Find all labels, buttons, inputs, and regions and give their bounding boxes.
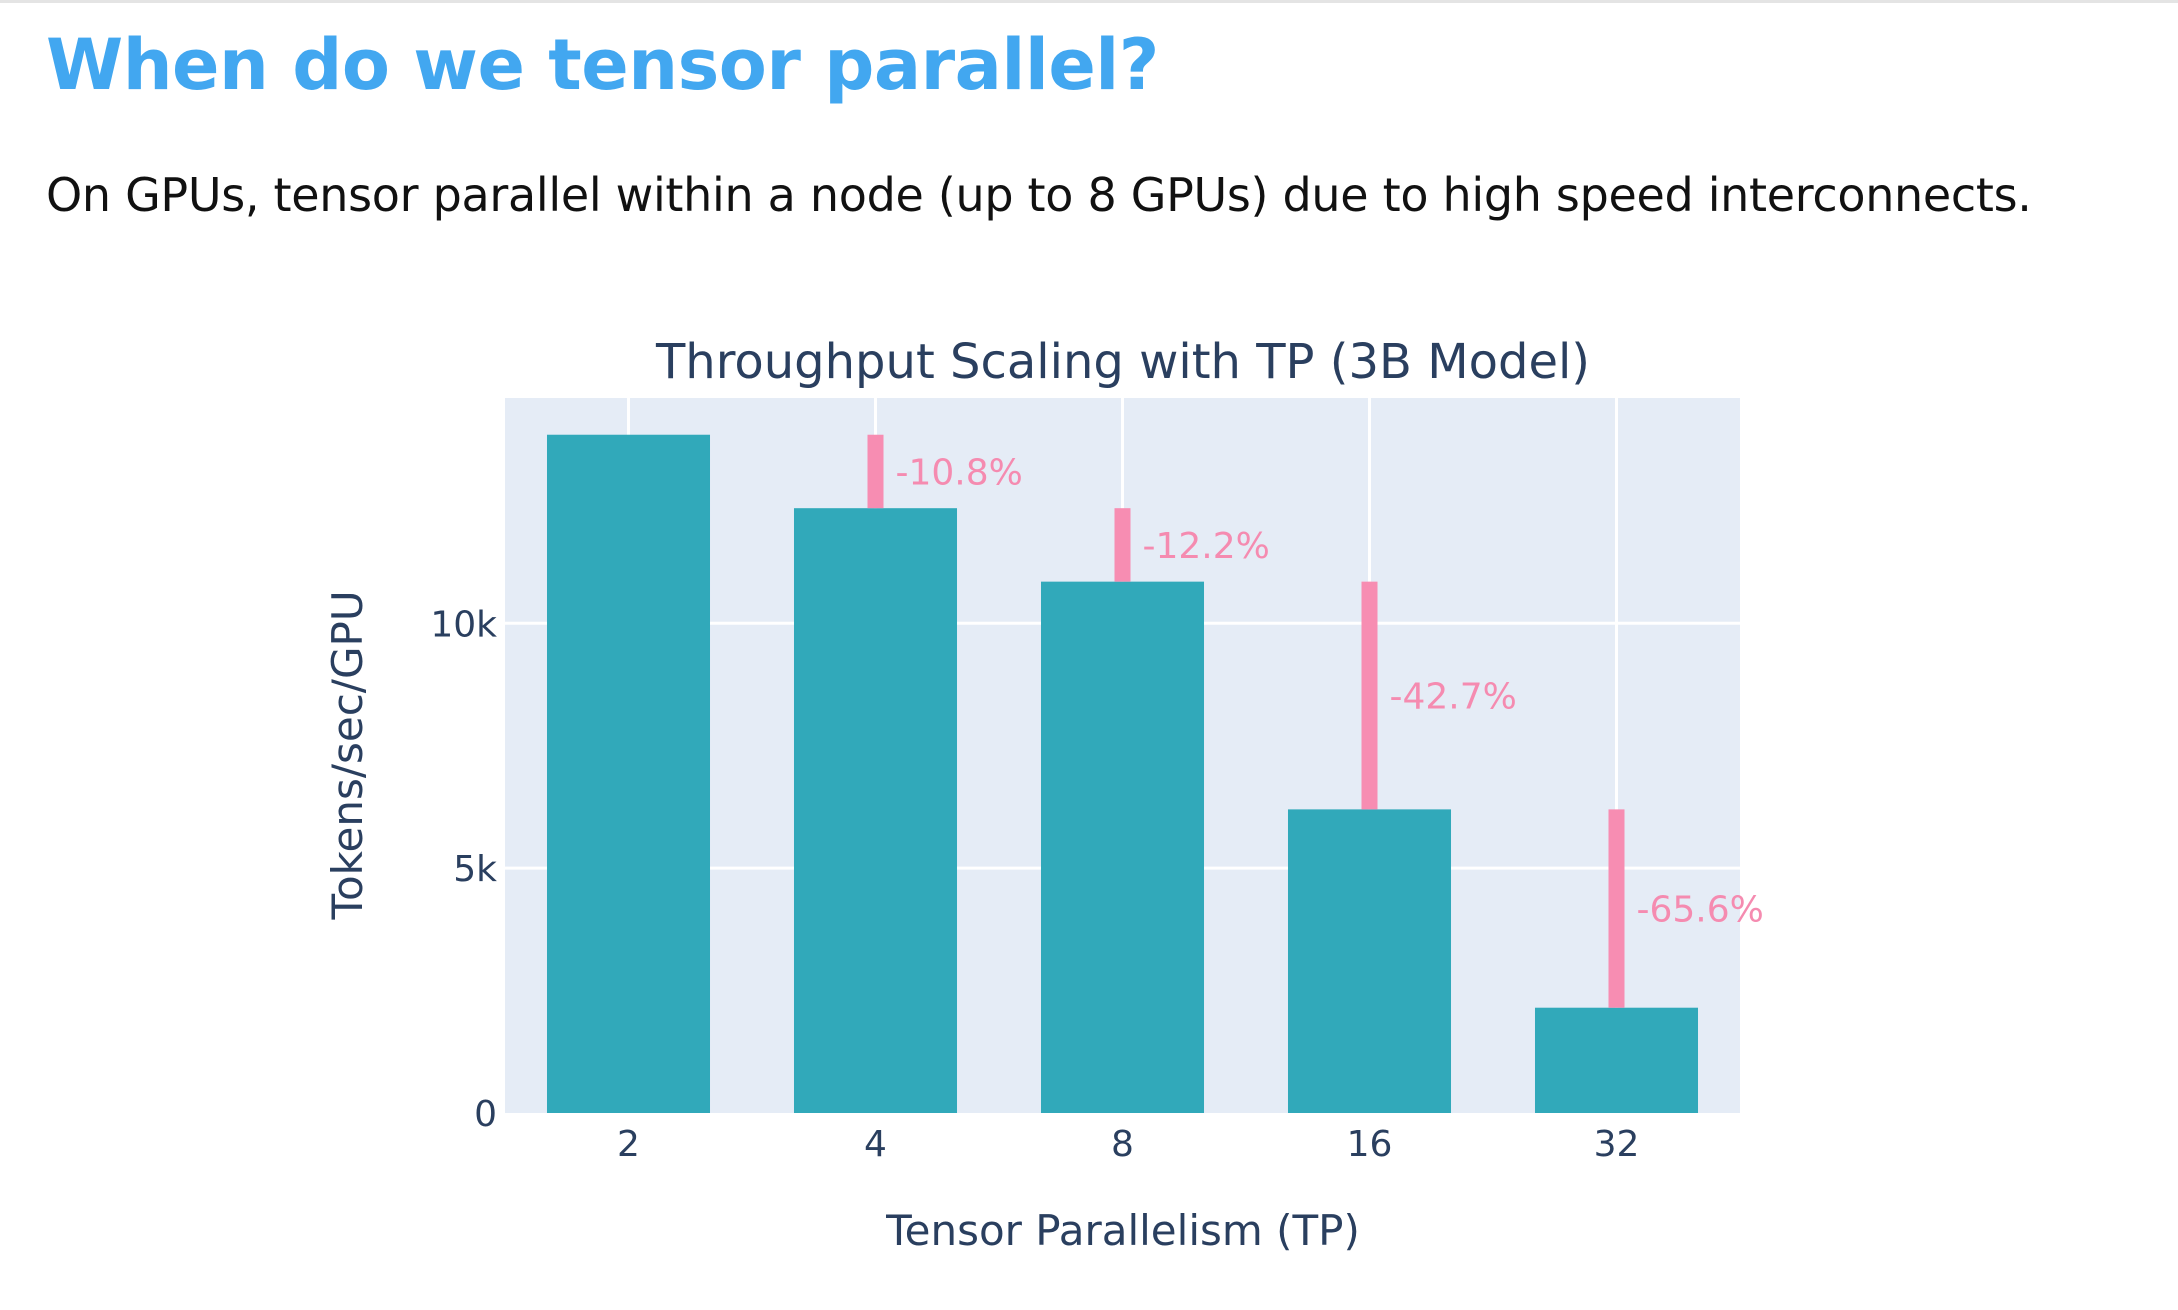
chart-title: Throughput Scaling with TP (3B Model) xyxy=(655,334,1590,390)
drop-marker-tp-4 xyxy=(867,434,884,509)
drop-label-tp-32: -65.6% xyxy=(1637,890,1764,931)
x-tick-label: 2 xyxy=(617,1124,640,1165)
top-divider xyxy=(0,0,2178,3)
x-axis-ticks: 2 4 8 16 32 xyxy=(617,1124,1639,1165)
bar-tp-32 xyxy=(1534,1007,1699,1113)
y-tick-label: 5k xyxy=(453,849,497,890)
slide-subtitle: On GPUs, tensor parallel within a node (… xyxy=(46,168,2032,222)
drop-annotations: -10.8% -12.2% -42.7% -65.6% xyxy=(867,434,1764,1008)
drop-label-tp-16: -42.7% xyxy=(1390,677,1517,718)
x-tick-label: 8 xyxy=(1111,1124,1134,1165)
slide-title: When do we tensor parallel? xyxy=(46,24,1159,106)
bar-tp-2 xyxy=(546,434,711,1113)
drop-label-tp-8: -12.2% xyxy=(1143,526,1270,567)
drop-marker-tp-16 xyxy=(1361,581,1378,810)
y-tick-label: 10k xyxy=(430,604,497,645)
x-tick-label: 16 xyxy=(1347,1124,1393,1165)
x-tick-label: 4 xyxy=(864,1124,887,1165)
bar-tp-16 xyxy=(1287,809,1452,1113)
y-tick-label: 0 xyxy=(474,1094,497,1135)
bar-tp-8 xyxy=(1040,581,1205,1113)
y-axis-ticks: 0 5k 10k xyxy=(430,604,497,1135)
x-axis-title: Tensor Parallelism (TP) xyxy=(885,1206,1360,1255)
drop-label-tp-4: -10.8% xyxy=(896,452,1023,493)
bars xyxy=(546,434,1699,1113)
x-tick-label: 32 xyxy=(1594,1124,1640,1165)
bar-tp-4 xyxy=(793,508,958,1113)
drop-marker-tp-8 xyxy=(1114,508,1131,582)
drop-marker-tp-32 xyxy=(1608,809,1625,1008)
y-axis-title: Tokens/sec/GPU xyxy=(323,590,372,920)
